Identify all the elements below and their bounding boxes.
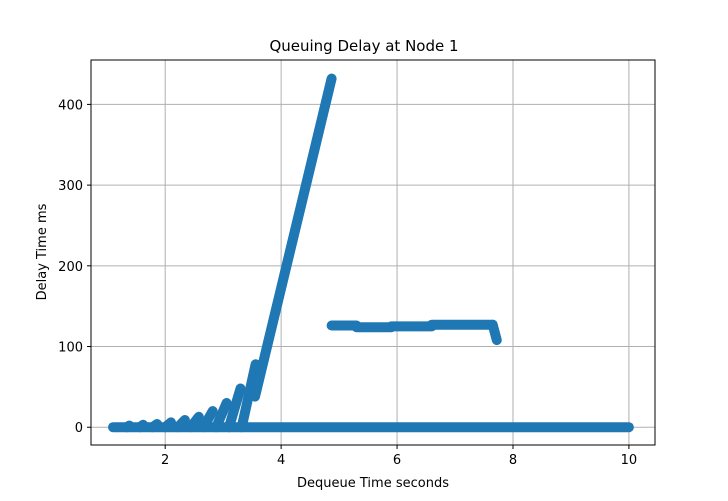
- y-tick-label: 300: [58, 179, 83, 194]
- scatter-point-run: [236, 359, 261, 433]
- x-tick-label: 6: [393, 453, 401, 468]
- y-axis-label: Delay Time ms: [35, 203, 50, 300]
- data-points: [108, 73, 634, 433]
- scatter-point-run: [250, 73, 337, 402]
- scatter-point-run: [134, 419, 149, 433]
- scatter-point-run: [487, 319, 502, 346]
- y-tick-label: 0: [75, 421, 83, 436]
- x-tick-label: 8: [509, 453, 517, 468]
- scatter-point-run: [211, 398, 232, 433]
- scatter-point-run: [121, 420, 135, 433]
- scatter-point-run: [172, 415, 190, 433]
- y-tick-label: 400: [58, 98, 83, 113]
- y-tick-label: 200: [58, 260, 83, 275]
- scatter-point-run: [147, 419, 163, 433]
- plot-frame: [90, 59, 656, 446]
- grid: [91, 60, 655, 445]
- x-tick-label: 2: [161, 453, 169, 468]
- scatter-point-run: [160, 417, 176, 433]
- x-tick-label: 10: [621, 453, 638, 468]
- y-axis: 0 100 200 300 400: [58, 98, 91, 436]
- y-tick-label: 100: [58, 341, 83, 356]
- x-tick-label: 4: [277, 453, 285, 468]
- x-axis: 2 4 6 8 10: [161, 445, 637, 468]
- chart-title: Queuing Delay at Node 1: [269, 37, 458, 55]
- x-axis-label: Dequeue Time seconds: [297, 476, 449, 491]
- scatter-point-run: [185, 411, 204, 433]
- scatter-point-run: [224, 383, 246, 433]
- scatter-point-run: [198, 406, 218, 433]
